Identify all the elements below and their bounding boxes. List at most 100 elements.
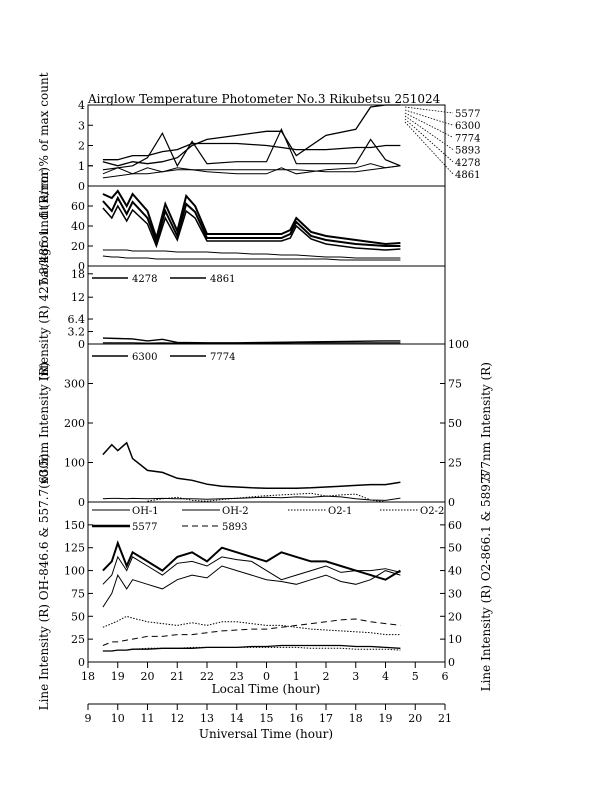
- ut-tick-label: 10: [111, 712, 125, 725]
- y-tick-label: 125: [64, 542, 85, 555]
- y-tick-label: 20: [71, 240, 85, 253]
- ut-tick-label: 20: [408, 712, 422, 725]
- y-right-tick-label: 60: [448, 519, 462, 532]
- y-right-tick-label: 25: [448, 457, 462, 470]
- series-line-5893: [102, 165, 401, 179]
- series-end-label: 7774: [455, 133, 480, 144]
- series-line-bg-2: [102, 195, 401, 247]
- y-tick-label: 1: [78, 160, 85, 173]
- y-right-tick-label: 0: [448, 496, 455, 509]
- panel-frame: [87, 343, 446, 503]
- y-tick-label: 50: [71, 610, 85, 623]
- legend-label: O2-2: [420, 506, 444, 517]
- ut-tick-label: 21: [438, 712, 452, 725]
- ut-axis-label: Universal Time (hour): [199, 727, 333, 741]
- y-tick-label: 100: [64, 565, 85, 578]
- y-tick-label: 4: [78, 99, 85, 112]
- legend-label: 5893: [222, 522, 247, 533]
- series-end-label: 6300: [455, 121, 480, 132]
- series-end-label: 4861: [455, 170, 480, 181]
- series-line-low: [102, 644, 401, 652]
- local-tick-label: 1: [293, 670, 300, 683]
- y-tick-label: 300: [64, 378, 85, 391]
- legend-label: OH-1: [132, 506, 159, 517]
- series-line-5893: [102, 618, 401, 646]
- legend-label: 4861: [210, 274, 235, 285]
- series-line-bg-5: [102, 255, 401, 261]
- y-tick-label: 6.4: [68, 313, 86, 326]
- local-tick-label: 5: [412, 670, 419, 683]
- local-tick-label: 4: [382, 670, 389, 683]
- panel-background: 0 20 40 60 background (R/nm): [37, 167, 446, 285]
- y-tick-label: 18: [71, 268, 85, 281]
- local-tick-label: 23: [230, 670, 244, 683]
- y-right-axis-label: Line Intensity (R) O2-866.1 & 589.3: [479, 473, 493, 692]
- ut-tick-label: 19: [379, 712, 393, 725]
- y-tick-label: 200: [64, 417, 85, 430]
- series-line-4278: [102, 337, 401, 344]
- local-tick-label: 21: [170, 670, 184, 683]
- series-line-5577: [102, 142, 401, 161]
- ut-axis: 9 10 11 12 13 14 15 16 17 18 19 20 21: [85, 703, 452, 725]
- y-tick-label: 40: [71, 220, 85, 233]
- y-right-tick-label: 30: [448, 587, 462, 600]
- y-axis-label: Intensity (R) 427.8/486.1: [37, 229, 51, 382]
- y-right-tick-label: 50: [448, 542, 462, 555]
- y-tick-label: 0: [78, 180, 85, 193]
- series-end-label: 5577: [455, 109, 480, 120]
- series-line-bg-1: [102, 189, 401, 246]
- ut-tick-label: 14: [230, 712, 244, 725]
- ut-tick-label: 17: [319, 712, 333, 725]
- y-right-tick-label: 75: [448, 378, 462, 391]
- y-tick-label: 0: [78, 260, 85, 273]
- y-right-tick-label: 10: [448, 633, 462, 646]
- panel-red-lines: 0 100 200 300 0 25 50 75 100 630nm Intensity (R) 7…: [37, 338, 493, 509]
- y-right-tick-label: 0: [448, 656, 455, 669]
- local-tick-label: 0: [263, 670, 270, 683]
- y-axis-label: 630nm Intensity (R): [37, 362, 51, 484]
- y-tick-label: 0: [78, 338, 85, 351]
- legend-label: 4278: [132, 274, 157, 285]
- y-axis-label: Line Intensity (R) OH-846.6 & 557.7(x0.5…: [37, 454, 51, 711]
- y-right-tick-label: 40: [448, 565, 462, 578]
- chart-title: Airglow Temperature Photometer No.3 Riku…: [87, 92, 441, 106]
- y-tick-label: 0: [78, 656, 85, 669]
- local-tick-label: 6: [442, 670, 449, 683]
- legend-label: 6300: [132, 352, 157, 363]
- y-tick-label: 1: [78, 160, 85, 173]
- series-line-bg-4: [102, 249, 401, 259]
- y-tick-label: 2: [78, 140, 85, 153]
- y-tick-label: 75: [71, 587, 85, 600]
- y-tick-label: 3.2: [68, 326, 86, 339]
- series-end-label: 5893: [455, 146, 480, 157]
- legend-label: 5577: [132, 522, 157, 533]
- ut-tick-label: 11: [141, 712, 155, 725]
- y-right-tick-label: 100: [448, 338, 469, 351]
- ut-tick-label: 15: [260, 712, 274, 725]
- ut-tick-label: 16: [289, 712, 303, 725]
- y-right-tick-label: 20: [448, 610, 462, 623]
- y-tick-label: 0: [78, 496, 85, 509]
- local-tick-label: 18: [81, 670, 95, 683]
- local-tick-label: 22: [200, 670, 214, 683]
- y-tick-label: 100: [64, 457, 85, 470]
- series-line-7774: [102, 127, 401, 171]
- ut-tick-label: 9: [85, 712, 92, 725]
- y-axis-label: background (R/nm): [37, 167, 51, 285]
- local-tick-label: 19: [111, 670, 125, 683]
- ut-tick-label: 18: [349, 712, 363, 725]
- series-line-bg-3: [102, 204, 401, 251]
- y-axis-label: fit error % of max count: [37, 72, 51, 218]
- label-leader: [404, 121, 454, 175]
- y-tick-label: 150: [64, 519, 85, 532]
- series-line-OH-1: [102, 555, 401, 585]
- local-tick-label: 3: [352, 670, 359, 683]
- local-time-axis-label: Local Time (hour): [212, 682, 321, 696]
- y-tick-label: 60: [71, 200, 85, 213]
- label-leader: [404, 109, 454, 126]
- series-end-label: 4278: [455, 158, 480, 169]
- label-leader: [404, 115, 454, 150]
- y-right-tick-label: 50: [448, 417, 462, 430]
